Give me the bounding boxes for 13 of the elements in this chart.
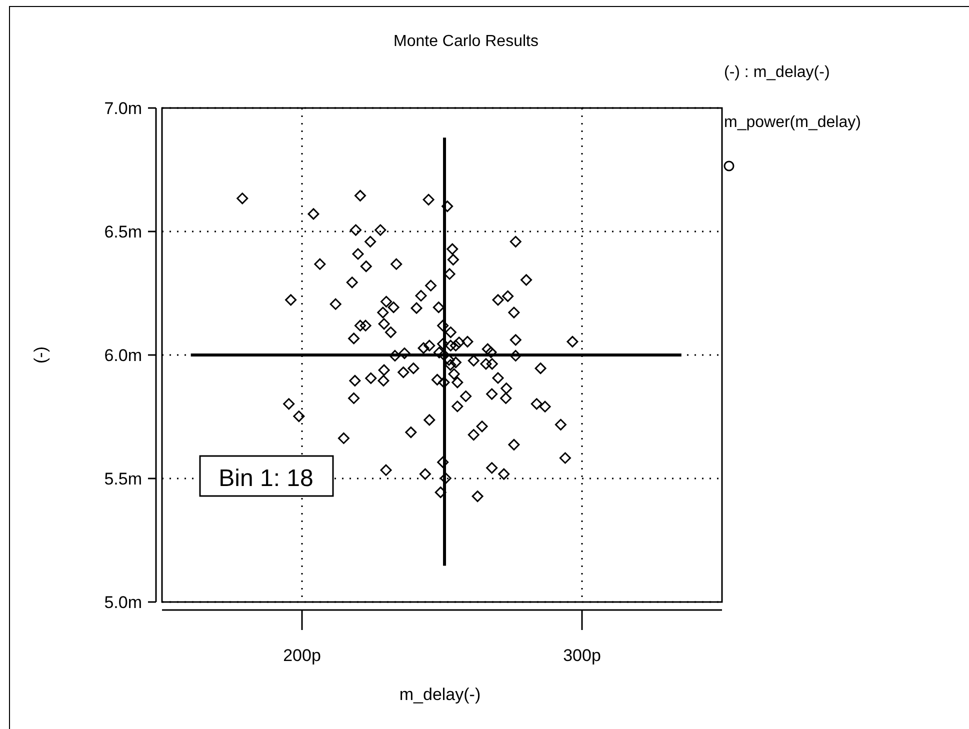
y-tick-label: 6.0m	[104, 346, 142, 365]
x-tick-label: 300p	[563, 646, 601, 665]
y-tick-label: 5.5m	[104, 470, 142, 488]
y-axis-title: (-)	[31, 346, 50, 364]
legend-title: (-) : m_delay(-)	[724, 64, 830, 81]
chart-title: Monte Carlo Results	[394, 33, 538, 50]
text: m_power(m_delay)	[724, 114, 861, 131]
y-tick-label: 5.0m	[104, 593, 142, 612]
annotation: Bin 1: 18	[218, 465, 314, 492]
x-tick-label: 200p	[283, 646, 321, 665]
y-tick-label: 7.0m	[104, 99, 142, 118]
x-axis-title: m_delay(-)	[399, 685, 481, 704]
y-tick-label: 6.5m	[104, 222, 142, 242]
